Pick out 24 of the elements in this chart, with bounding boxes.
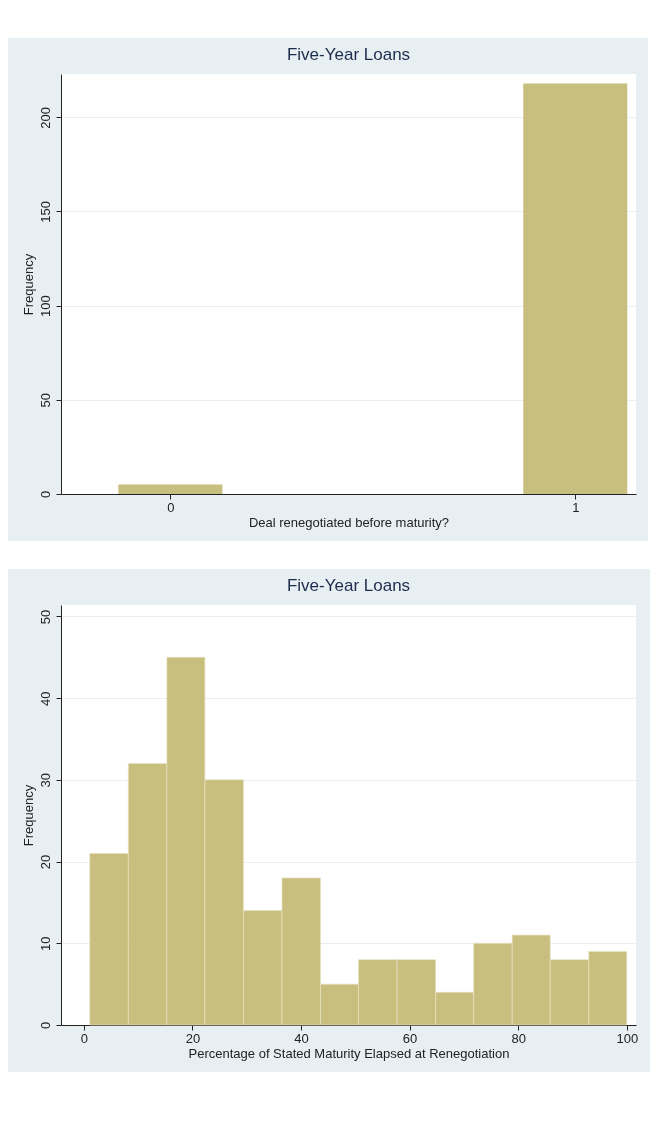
y-tick-label: 30 [37, 773, 53, 788]
y-tick-label: 40 [37, 691, 53, 706]
y-tick-label: 150 [37, 201, 53, 223]
y-tick-label: 200 [37, 106, 53, 129]
y-tick-label: 100 [37, 295, 53, 318]
y-tick-label: 10 [37, 936, 53, 952]
x-tick-label: 20 [185, 1030, 201, 1046]
y-axis-title: Frequency [20, 253, 36, 316]
y-tick-label: 50 [37, 609, 53, 625]
y-tick-label: 20 [37, 854, 53, 870]
y-axis-title: Frequency [20, 784, 36, 847]
x-tick-label: 60 [402, 1030, 418, 1046]
x-tick-label: 40 [294, 1030, 309, 1046]
chart-title: Five-Year Loans [286, 45, 411, 64]
x-axis-title: Deal renegotiated before maturity? [248, 514, 450, 530]
x-tick-label: 0 [80, 1030, 88, 1046]
x-tick-label: 100 [616, 1030, 639, 1046]
y-tick-label: 50 [37, 393, 53, 408]
x-tick-label: 80 [511, 1030, 526, 1046]
y-tick-label: 0 [37, 490, 53, 499]
x-tick-label: 1 [572, 499, 580, 515]
x-axis-title: Percentage of Stated Maturity Elapsed at Renegotiation [188, 1045, 510, 1061]
y-tick-label: 0 [37, 1021, 53, 1030]
chart-title: Five-Year Loans [286, 576, 411, 595]
